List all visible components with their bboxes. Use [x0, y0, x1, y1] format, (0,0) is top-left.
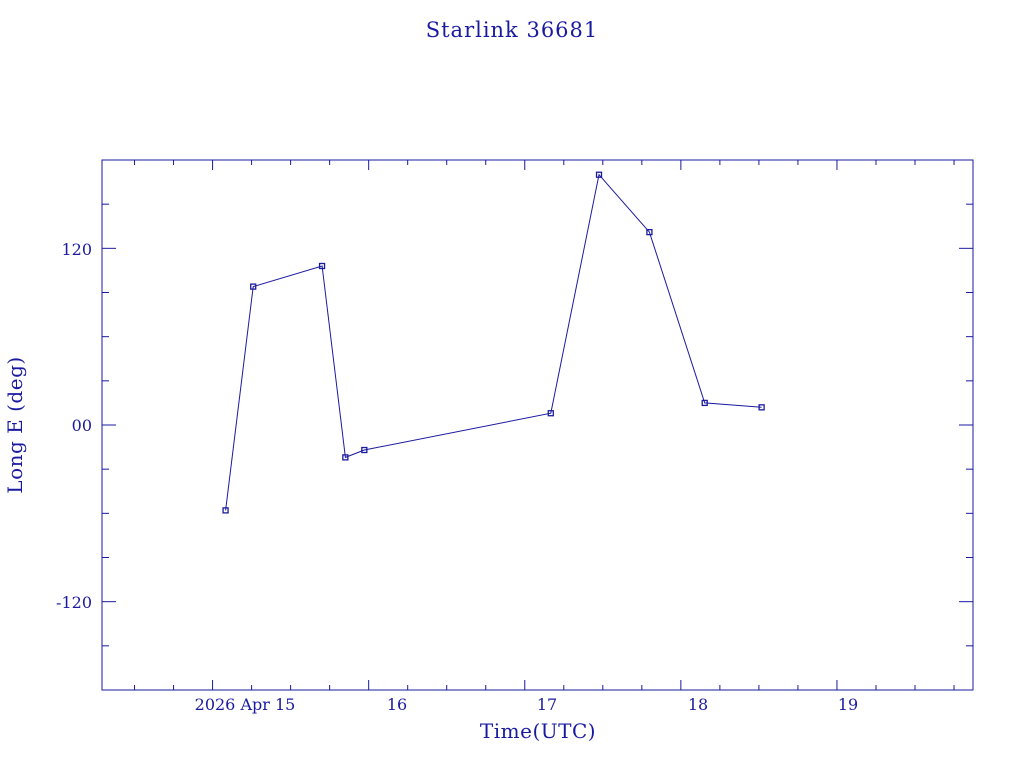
axis-ticks: [102, 159, 973, 691]
data-point: [595, 171, 603, 178]
data-point: [758, 404, 765, 411]
x-tick-label: 17: [537, 695, 557, 714]
y-tick-label: -120: [56, 593, 92, 612]
y-axis-label: Long E (deg): [3, 356, 27, 493]
data-point: [342, 454, 349, 461]
y-tick-label: 00: [72, 416, 92, 435]
data-point: [646, 228, 653, 236]
data-point: [250, 283, 257, 290]
x-tick-label: 2026 Apr 15: [195, 695, 296, 714]
data-point: [547, 410, 554, 417]
data-point: [318, 262, 326, 270]
series-line: [225, 173, 762, 511]
x-axis-label: Time(UTC): [480, 719, 596, 743]
x-tick-label: 16: [387, 695, 407, 714]
data-point: [701, 399, 708, 407]
data-point: [222, 507, 229, 514]
x-tick-label: 19: [838, 695, 858, 714]
plot-frame: [101, 159, 974, 691]
chart-title: Starlink 36681: [426, 18, 599, 42]
y-tick-label: 120: [61, 240, 92, 259]
series-longitude: [222, 171, 765, 514]
x-tick-label: 18: [688, 695, 708, 714]
data-point: [361, 446, 368, 454]
